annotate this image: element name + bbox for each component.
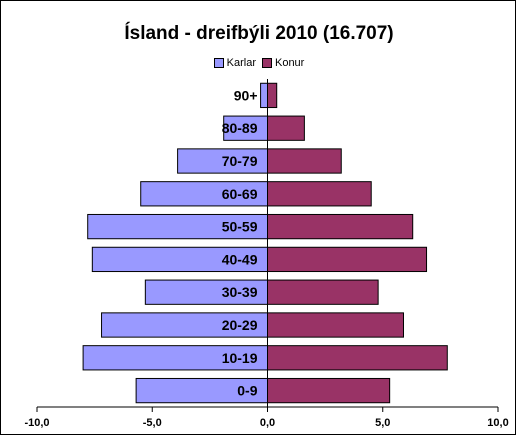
bar-men-40-49 <box>91 246 268 273</box>
category-label-30-39: 30-39 <box>222 284 258 300</box>
bar-men-90+ <box>260 82 268 109</box>
x-tick-label: 0,0 <box>260 417 275 429</box>
legend-item-women: Konur <box>261 57 305 69</box>
category-label-90+: 90+ <box>234 87 258 103</box>
bar-women-50-59 <box>267 213 414 240</box>
x-tick-label: -5,0 <box>143 417 162 429</box>
category-label-40-49: 40-49 <box>222 251 258 267</box>
legend-label-men: Karlar <box>226 57 256 69</box>
bar-women-90+ <box>267 82 278 109</box>
legend-swatch-men <box>213 58 224 68</box>
x-tick-label: 5,0 <box>375 417 390 429</box>
bar-men-0-9 <box>135 377 268 404</box>
bar-women-0-9 <box>267 377 391 404</box>
bar-women-40-49 <box>267 246 428 273</box>
category-label-10-19: 10-19 <box>222 350 258 366</box>
bar-men-10-19 <box>82 345 268 371</box>
bar-women-20-29 <box>267 312 404 338</box>
category-label-80-89: 80-89 <box>222 120 258 136</box>
legend-item-men: Karlar <box>213 57 256 69</box>
legend-label-women: Konur <box>274 57 305 69</box>
bar-women-70-79 <box>267 148 342 174</box>
bar-women-80-89 <box>267 115 305 141</box>
chart-legend: Karlar Konur <box>1 57 516 69</box>
category-label-50-59: 50-59 <box>222 219 258 235</box>
bar-women-60-69 <box>267 181 372 207</box>
category-label-20-29: 20-29 <box>222 317 258 333</box>
chart-title: Ísland - dreifbýli 2010 (16.707) <box>124 23 394 44</box>
bar-men-80-89 <box>223 115 268 141</box>
bar-men-60-69 <box>140 181 269 207</box>
bar-men-70-79 <box>177 148 268 174</box>
bar-women-30-39 <box>267 279 379 305</box>
legend-swatch-women <box>261 58 272 68</box>
category-label-60-69: 60-69 <box>222 186 258 202</box>
bar-women-10-19 <box>267 345 448 371</box>
category-label-0-9: 0-9 <box>237 383 257 399</box>
x-tick-label: 10,0 <box>487 417 508 429</box>
x-tick-label: -10,0 <box>24 417 49 429</box>
category-label-70-79: 70-79 <box>222 153 258 169</box>
